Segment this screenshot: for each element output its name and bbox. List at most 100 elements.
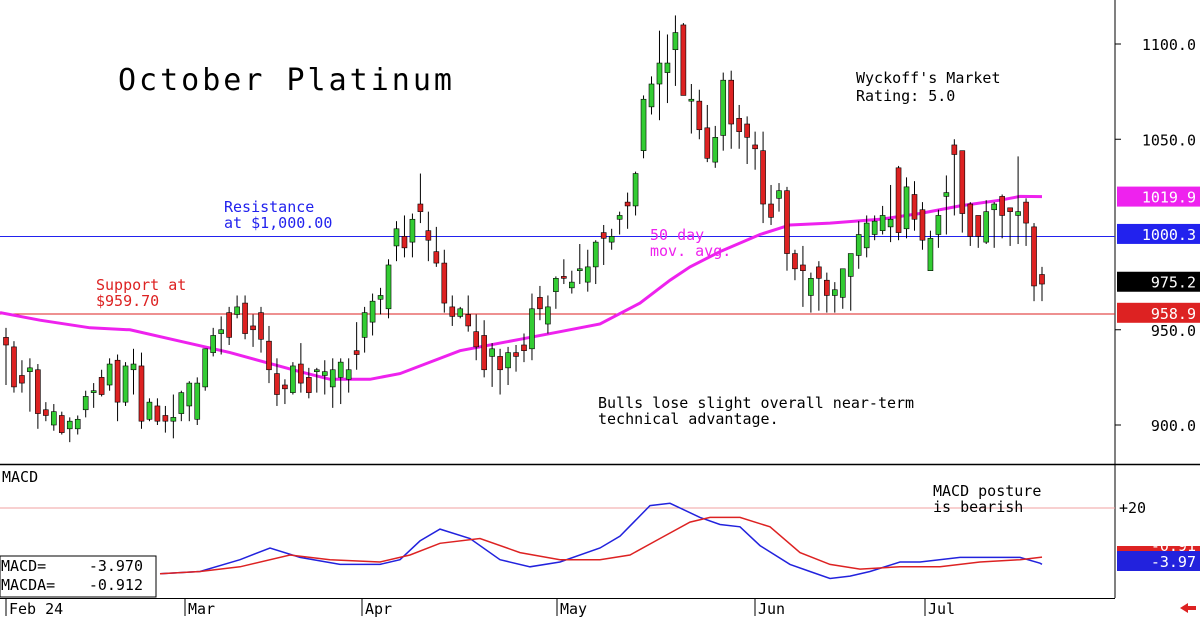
chart-title: October Platinum: [118, 63, 455, 98]
rating-line-2: Rating: 5.0: [856, 87, 955, 105]
candle-body: [313, 369, 320, 372]
candle: [441, 249, 448, 313]
candle: [1039, 266, 1045, 302]
candle-body: [760, 150, 766, 205]
candle-body: [114, 359, 121, 403]
macda-line: [159, 516, 1043, 575]
candle: [66, 417, 73, 443]
candle: [90, 383, 97, 408]
candle-body: [688, 98, 695, 102]
candle: [353, 322, 360, 370]
candle-body: [784, 190, 790, 254]
candle: [752, 131, 758, 170]
candle-body: [839, 268, 846, 298]
candle: [632, 171, 639, 216]
candle-body: [887, 218, 894, 228]
candle: [847, 253, 854, 311]
candle: [481, 320, 487, 378]
candle-body: [561, 276, 567, 279]
candle: [831, 282, 838, 313]
scroll-left-arrow-icon[interactable]: [1180, 603, 1196, 613]
candle: [712, 125, 719, 168]
candle: [82, 390, 89, 418]
candle: [887, 184, 894, 243]
price-box: [1117, 271, 1200, 292]
candle-body: [250, 325, 256, 331]
macda-readout-value: -0.912: [89, 576, 143, 594]
candle: [879, 205, 886, 235]
candle: [74, 415, 81, 435]
macd-line: [159, 502, 1043, 580]
support-label-2: $959.70: [96, 292, 159, 310]
candle-body: [353, 350, 360, 355]
candle-body: [433, 251, 440, 264]
candle: [313, 367, 320, 393]
macd-comment-line-1: MACD posture: [933, 482, 1041, 500]
candle-body: [1007, 207, 1013, 212]
candle: [561, 259, 567, 285]
candle: [473, 314, 479, 361]
candle-body: [895, 167, 902, 233]
candle-body: [234, 306, 240, 315]
price-box: [1117, 186, 1200, 207]
candle-body: [19, 375, 25, 384]
candlestick-series: [3, 15, 1045, 443]
candle-body: [712, 137, 719, 163]
candle-body: [226, 312, 232, 338]
candle: [369, 293, 376, 336]
resistance-label-1: Resistance: [224, 198, 314, 216]
candle-body: [210, 335, 216, 353]
macd-readout-box: [0, 555, 157, 598]
price-tick-label: 950.0: [1151, 322, 1196, 340]
candle: [11, 341, 17, 393]
candle: [688, 84, 695, 134]
date-tick-label: Feb 24: [9, 600, 63, 618]
macda-box: [1117, 546, 1200, 551]
candle: [704, 104, 711, 163]
candle-body: [1023, 201, 1029, 224]
candle-body: [282, 384, 288, 390]
candle: [497, 348, 503, 395]
candle-body: [345, 369, 352, 380]
candle-body: [648, 83, 655, 108]
candle: [1007, 207, 1013, 246]
candle: [959, 150, 966, 233]
candle: [824, 272, 830, 313]
candle: [608, 228, 615, 250]
candle: [744, 116, 750, 165]
candle-body: [385, 264, 392, 310]
candle: [226, 306, 232, 345]
price-panel: 1100.0 1050.0 950.0 900.0 1019.9 1000.3 975.2…: [0, 0, 1200, 466]
macd-label-boxes: -0.91-3.97: [1117, 537, 1200, 571]
candle-body: [521, 344, 527, 352]
candle-body: [943, 192, 950, 197]
candle: [35, 364, 41, 429]
candle: [943, 175, 950, 235]
candle-body: [497, 356, 503, 371]
candle-body: [130, 363, 137, 371]
candle-body: [138, 365, 145, 422]
candle: [640, 95, 647, 159]
candle: [545, 295, 551, 334]
candle: [266, 325, 272, 384]
candle: [537, 285, 543, 321]
candle: [569, 270, 575, 294]
candle: [680, 23, 687, 96]
candle-body: [608, 236, 615, 243]
candle-body: [983, 211, 990, 243]
candle-body: [616, 215, 623, 220]
candle: [345, 358, 352, 393]
candle: [321, 360, 328, 395]
candle: [1031, 223, 1037, 302]
candle: [505, 346, 511, 385]
candle-body: [505, 352, 511, 369]
comment-line-1: Bulls lose slight overall near-term: [598, 394, 914, 412]
candle-body: [122, 365, 129, 403]
price-axis-ticks: 1100.0 1050.0 950.0 900.0: [1115, 36, 1196, 435]
candle: [927, 230, 934, 271]
candle: [656, 30, 663, 121]
candle: [1015, 156, 1021, 245]
candle: [417, 173, 424, 224]
candle-body: [194, 382, 201, 420]
candle-body: [816, 266, 822, 279]
